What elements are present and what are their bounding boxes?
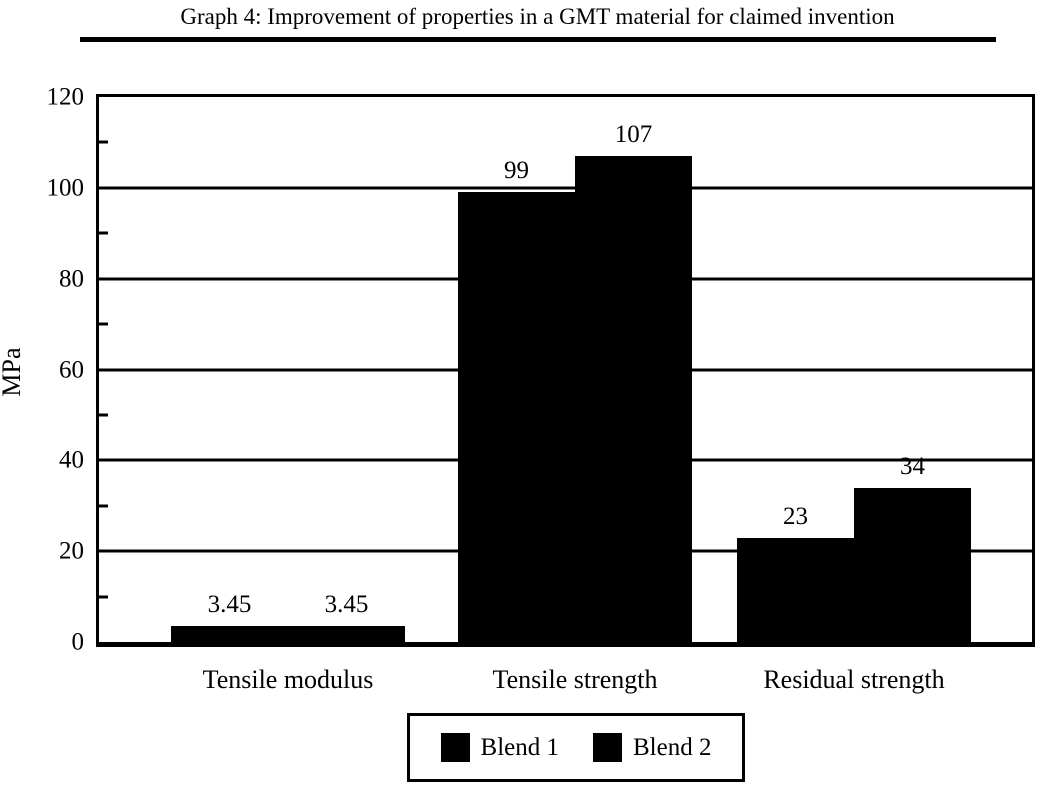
- y-tick-label-60: 60: [59, 356, 84, 383]
- y-tick-label-40: 40: [59, 446, 84, 474]
- y-minor-tick-90: [99, 231, 108, 235]
- bar-value-label: 107: [614, 121, 653, 149]
- chart-title: Graph 4: Improvement of properties in a …: [180, 4, 895, 29]
- legend-swatch-1: [440, 733, 470, 762]
- y-tick-label-80: 80: [59, 265, 84, 293]
- x-axis-category-labels: Tensile modulus Tensile strength Residual …: [99, 662, 1032, 698]
- y-tick-label-120: 120: [46, 83, 85, 111]
- y-tick-label-0: 0: [71, 628, 85, 656]
- y-minor-tick-10: [99, 595, 108, 599]
- legend-label: Blend 1: [480, 734, 559, 761]
- y-minor-tick-110: [99, 140, 108, 144]
- legend-label: Blend 2: [633, 734, 712, 761]
- y-axis-tick-labels: 0 20 40 60 80 100 120: [0, 85, 85, 655]
- y-minor-tick-50: [99, 413, 108, 417]
- y-minor-tick-30: [99, 504, 108, 508]
- bar-blend-1-tensile-modulus: [171, 626, 288, 642]
- legend: Blend 1 Blend 2: [407, 713, 745, 782]
- x-category-label-tensile-modulus: Tensile modulus: [202, 665, 374, 694]
- bar-blend-2-residual-strength: [853, 487, 971, 642]
- bar-value-label: 34: [899, 452, 925, 480]
- y-tick-label-100: 100: [46, 174, 85, 202]
- legend-swatch-2: [593, 733, 622, 762]
- legend-entry-blend-1: Blend 1: [440, 733, 559, 762]
- gridline-100: [99, 186, 1032, 190]
- x-category-label-residual-strength: Residual strength: [763, 665, 945, 694]
- bar-value-label: 3.45: [324, 591, 369, 619]
- y-minor-tick-70: [99, 322, 108, 326]
- bar-blend-1-residual-strength: [736, 537, 854, 642]
- x-category-label-tensile-strength: Tensile strength: [492, 665, 658, 694]
- bar-blend-1-tensile-strength: [458, 192, 575, 642]
- plot-area: 3.45 99 23 3.45 107 34: [96, 94, 1035, 647]
- title-underline: [80, 37, 996, 42]
- bar-blend-2-tensile-modulus: [288, 626, 405, 642]
- bar-value-label: 99: [504, 157, 530, 185]
- bar-value-label: 3.45: [207, 591, 252, 619]
- bar-blend-2-tensile-strength: [575, 156, 692, 642]
- legend-entry-blend-2: Blend 2: [593, 733, 711, 762]
- y-tick-label-20: 20: [59, 537, 84, 565]
- bar-value-label: 23: [782, 502, 808, 530]
